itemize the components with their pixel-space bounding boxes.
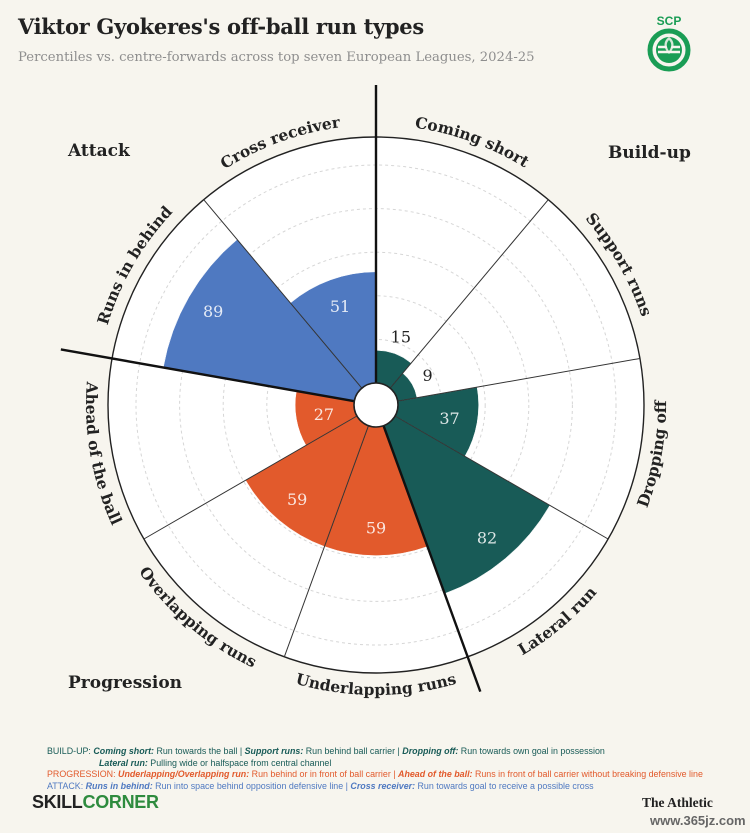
sector-spoke (397, 357, 641, 402)
legend-desc: Run towards the ball | (154, 746, 245, 756)
sector-spoke (143, 415, 358, 540)
chart-title: Viktor Gyokeres's off-ball run types (18, 14, 424, 39)
legend-term: Underlapping/Overlapping run: (118, 769, 250, 780)
legend: BUILD-UP: Coming short: Run towards the … (47, 746, 747, 792)
grid-ring (266, 295, 486, 515)
watermark: www.365jz.com (650, 813, 746, 828)
group-label-attack: Attack (68, 141, 130, 161)
legend-desc: Runs in front of ball carrier without br… (472, 769, 703, 780)
group-divider (60, 348, 355, 403)
legend-line-attack: ATTACK: Runs in behind: Run into space b… (47, 781, 747, 793)
legend-line-lateral: Lateral run: Pulling wide or halfspace f… (47, 758, 747, 770)
value-label: 51 (330, 297, 350, 316)
legend-term: Support runs: (244, 746, 304, 756)
value-label: 89 (203, 302, 223, 321)
sector-spoke (283, 425, 369, 658)
legend-desc: Run behind ball carrier | (303, 746, 403, 756)
value-label: 27 (314, 405, 334, 424)
legend-desc: Run behind or in front of ball carrier | (249, 769, 399, 780)
the-athletic-logo: The Athletic (642, 795, 713, 810)
sector-spoke (203, 199, 363, 389)
legend-line-progression: PROGRESSION: Underlapping/Overlapping ru… (47, 769, 747, 781)
legend-group-buildup: BUILD-UP: (47, 746, 91, 756)
legend-desc: Run into space behind opposition defensi… (152, 780, 351, 791)
grid-ring (222, 251, 530, 559)
value-label: 82 (477, 528, 497, 547)
legend-term: Dropping off: (402, 746, 459, 756)
chart-center-hole (353, 382, 399, 428)
chart-subtitle: Percentiles vs. centre-forwards across t… (18, 50, 535, 65)
skillcorner-corner: CORNER (82, 792, 160, 812)
value-label: 9 (423, 366, 433, 385)
value-label: 59 (287, 490, 307, 509)
sector-spoke (394, 415, 609, 540)
legend-term: Runs in behind: (85, 780, 153, 791)
value-label: 37 (439, 409, 459, 428)
legend-group-progression: PROGRESSION: (47, 769, 116, 780)
group-divider (382, 425, 482, 693)
crest-letters: SCP (657, 14, 682, 28)
group-label-progression: Progression (68, 673, 183, 693)
sporting-crest-icon: SCP (647, 14, 691, 72)
legend-desc: Run towards goal to receive a possible c… (415, 780, 594, 791)
value-label: 59 (366, 519, 386, 538)
legend-term: Ahead of the ball: (398, 769, 473, 780)
skillcorner-skill: SKILL (32, 792, 83, 812)
legend-term: Lateral run: (99, 757, 148, 768)
value-label: 15 (391, 328, 411, 347)
legend-desc: Pulling wide or halfspace from central c… (147, 757, 332, 768)
legend-desc: Run towards own goal in possession (458, 746, 605, 756)
legend-line-buildup: BUILD-UP: Coming short: Run towards the … (47, 746, 747, 758)
group-label-buildup: Build-up (608, 143, 691, 163)
legend-term: Cross receiver: (350, 780, 416, 791)
legend-term: Coming short: (93, 746, 154, 756)
sector-spoke (389, 199, 549, 389)
legend-group-attack: ATTACK: (47, 780, 84, 791)
skillcorner-logo: SKILLCORNER (32, 792, 159, 813)
